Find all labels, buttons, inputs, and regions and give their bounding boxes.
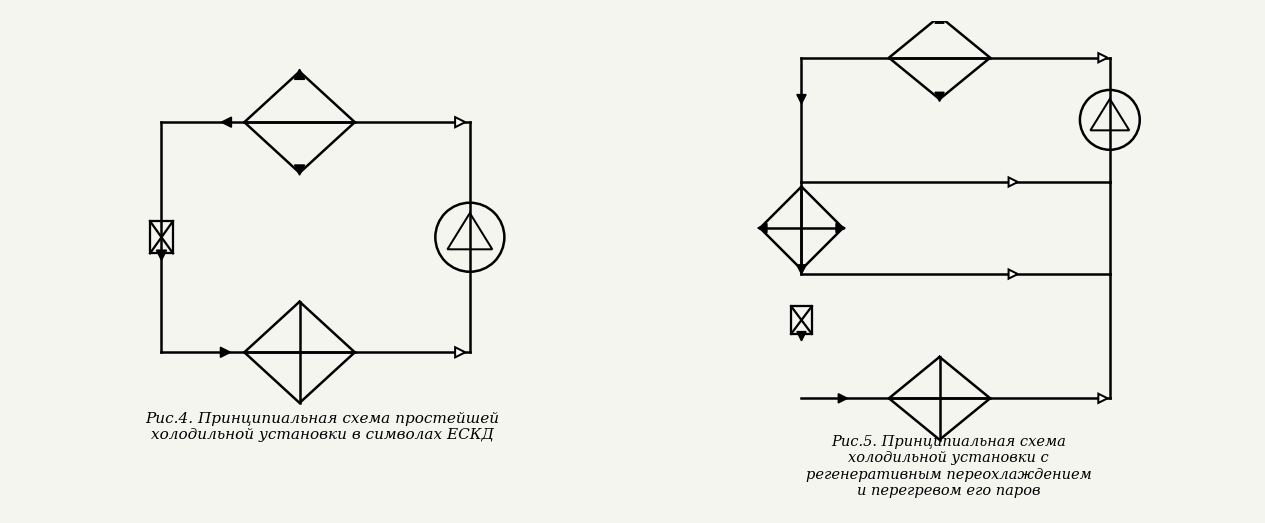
Polygon shape [295, 165, 305, 175]
Polygon shape [1098, 394, 1108, 403]
Polygon shape [1098, 53, 1108, 62]
Polygon shape [1008, 177, 1018, 187]
Polygon shape [455, 347, 466, 357]
Polygon shape [758, 223, 767, 233]
Polygon shape [935, 14, 944, 23]
Polygon shape [220, 347, 230, 357]
Polygon shape [935, 92, 944, 101]
Polygon shape [157, 250, 167, 260]
Text: Рис.4. Принципиальная схема простейшей
холодильной установки в символах ЕСКД: Рис.4. Принципиальная схема простейшей х… [145, 412, 500, 442]
Polygon shape [839, 394, 848, 403]
Text: Рис.5. Принципиальная схема
холодильной установки с
регенеративным переохлаждени: Рис.5. Принципиальная схема холодильной … [806, 435, 1092, 498]
Polygon shape [797, 332, 806, 341]
Polygon shape [797, 265, 806, 274]
Polygon shape [221, 117, 231, 127]
Polygon shape [1008, 269, 1018, 279]
Polygon shape [797, 95, 806, 104]
Polygon shape [295, 69, 305, 79]
Bar [151, 221, 173, 253]
Bar [791, 306, 812, 334]
Polygon shape [836, 223, 845, 233]
Polygon shape [455, 117, 466, 127]
